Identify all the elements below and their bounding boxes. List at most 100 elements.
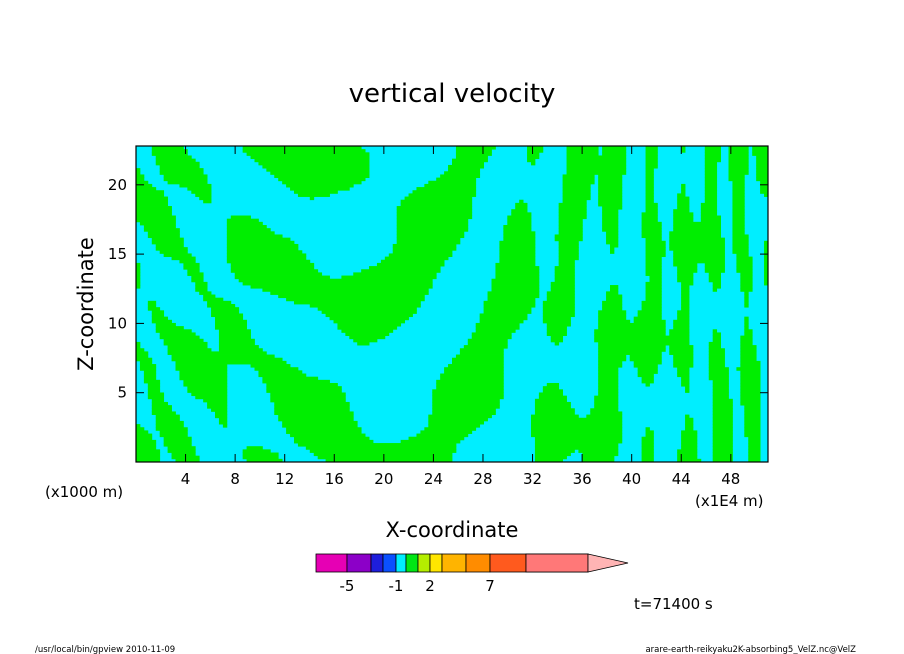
positive-velocity-cell bbox=[136, 351, 149, 355]
positive-velocity-cell bbox=[361, 269, 441, 273]
positive-velocity-cell bbox=[641, 439, 654, 444]
positive-velocity-cell bbox=[136, 452, 161, 457]
positive-velocity-cell bbox=[139, 364, 157, 368]
positive-velocity-cell bbox=[704, 155, 721, 160]
positive-velocity-cell bbox=[712, 329, 718, 333]
x-unit-left: (x1000 m) bbox=[45, 483, 123, 501]
positive-velocity-cell bbox=[669, 237, 725, 242]
positive-velocity-cell bbox=[669, 351, 694, 355]
positive-velocity-cell bbox=[542, 316, 571, 321]
positive-velocity-cell bbox=[483, 304, 536, 308]
positive-velocity-cell bbox=[136, 190, 165, 194]
positive-velocity-cell bbox=[432, 398, 500, 403]
positive-velocity-cell bbox=[558, 262, 575, 267]
positive-velocity-cell bbox=[681, 285, 690, 289]
positive-velocity-cell bbox=[136, 199, 168, 204]
positive-velocity-cell bbox=[270, 398, 346, 403]
positive-velocity-cell bbox=[677, 269, 698, 273]
positive-velocity-cell bbox=[645, 209, 658, 213]
positive-velocity-cell bbox=[712, 285, 721, 289]
positive-velocity-cell bbox=[704, 174, 718, 178]
positive-velocity-cell bbox=[167, 449, 196, 453]
positive-velocity-cell bbox=[491, 278, 540, 283]
positive-velocity-cell bbox=[744, 294, 749, 299]
positive-velocity-cell bbox=[286, 183, 354, 188]
positive-velocity-cell bbox=[546, 297, 575, 302]
positive-velocity-cell bbox=[155, 161, 200, 166]
positive-velocity-cell bbox=[159, 433, 188, 438]
positive-velocity-cell bbox=[136, 446, 157, 450]
positive-velocity-cell bbox=[704, 187, 718, 191]
positive-velocity-cell bbox=[305, 446, 457, 450]
positive-velocity-cell bbox=[226, 221, 263, 226]
positive-velocity-cell bbox=[151, 313, 165, 318]
positive-velocity-cell bbox=[226, 228, 271, 232]
positive-velocity-cell bbox=[479, 316, 528, 321]
positive-velocity-cell bbox=[546, 332, 567, 336]
positive-velocity-cell bbox=[266, 389, 342, 393]
positive-velocity-cell bbox=[136, 455, 161, 460]
positive-velocity-cell bbox=[736, 262, 753, 267]
positive-velocity-cell bbox=[262, 164, 370, 169]
positive-velocity-cell bbox=[677, 313, 690, 318]
colorbar-segment bbox=[395, 553, 407, 573]
positive-velocity-cell bbox=[740, 389, 761, 393]
positive-velocity-cell bbox=[677, 455, 698, 460]
positive-velocity-cell bbox=[732, 250, 749, 254]
positive-velocity-cell bbox=[538, 392, 563, 397]
positive-velocity-cell bbox=[440, 174, 481, 178]
positive-velocity-cell bbox=[736, 367, 761, 371]
positive-velocity-cell bbox=[242, 149, 366, 153]
x-tick-label: 44 bbox=[672, 470, 691, 488]
positive-velocity-cell bbox=[756, 174, 769, 178]
positive-velocity-cell bbox=[136, 266, 141, 270]
positive-velocity-cell bbox=[598, 199, 623, 204]
positive-velocity-cell bbox=[151, 408, 172, 412]
positive-velocity-cell bbox=[558, 259, 575, 264]
positive-velocity-cell bbox=[645, 291, 662, 295]
positive-velocity-cell bbox=[396, 209, 473, 213]
positive-velocity-cell bbox=[136, 275, 141, 280]
positive-velocity-cell bbox=[764, 243, 769, 248]
positive-velocity-cell bbox=[203, 294, 216, 299]
positive-velocity-cell bbox=[432, 411, 496, 415]
positive-velocity-cell bbox=[712, 386, 729, 390]
positive-velocity-cell bbox=[542, 300, 575, 305]
colorbar-segment bbox=[315, 553, 348, 573]
positive-velocity-cell bbox=[673, 357, 694, 362]
positive-velocity-cell bbox=[136, 433, 153, 438]
positive-velocity-cell bbox=[499, 243, 536, 248]
positive-velocity-cell bbox=[704, 149, 721, 153]
positive-velocity-cell bbox=[495, 272, 540, 276]
positive-velocity-cell bbox=[384, 256, 449, 261]
positive-velocity-cell bbox=[602, 209, 619, 213]
positive-velocity-cell bbox=[136, 436, 153, 441]
positive-velocity-cell bbox=[590, 411, 623, 415]
positive-velocity-cell bbox=[396, 215, 473, 220]
positive-velocity-cell bbox=[139, 367, 157, 371]
positive-velocity-cell bbox=[183, 266, 200, 270]
positive-velocity-cell bbox=[250, 364, 291, 368]
positive-velocity-cell bbox=[147, 300, 157, 305]
positive-velocity-cell bbox=[598, 348, 666, 352]
positive-velocity-cell bbox=[270, 392, 346, 397]
positive-velocity-cell bbox=[732, 240, 749, 245]
positive-velocity-cell bbox=[681, 383, 690, 387]
positive-velocity-cell bbox=[708, 367, 729, 371]
positive-velocity-cell bbox=[274, 411, 354, 415]
positive-velocity-cell bbox=[708, 354, 725, 359]
x-tick-label: 40 bbox=[622, 470, 641, 488]
positive-velocity-cell bbox=[534, 411, 575, 415]
positive-velocity-cell bbox=[171, 452, 196, 457]
positive-velocity-cell bbox=[333, 319, 405, 324]
positive-velocity-cell bbox=[139, 221, 176, 226]
positive-velocity-cell bbox=[685, 386, 690, 390]
positive-velocity-cell bbox=[215, 319, 247, 324]
positive-velocity-cell bbox=[610, 243, 619, 248]
positive-velocity-cell bbox=[155, 322, 176, 327]
positive-velocity-cell bbox=[143, 225, 176, 229]
positive-velocity-cell bbox=[554, 269, 575, 273]
positive-velocity-cell bbox=[566, 152, 599, 156]
positive-velocity-cell bbox=[641, 228, 662, 232]
positive-velocity-cell bbox=[558, 206, 587, 210]
